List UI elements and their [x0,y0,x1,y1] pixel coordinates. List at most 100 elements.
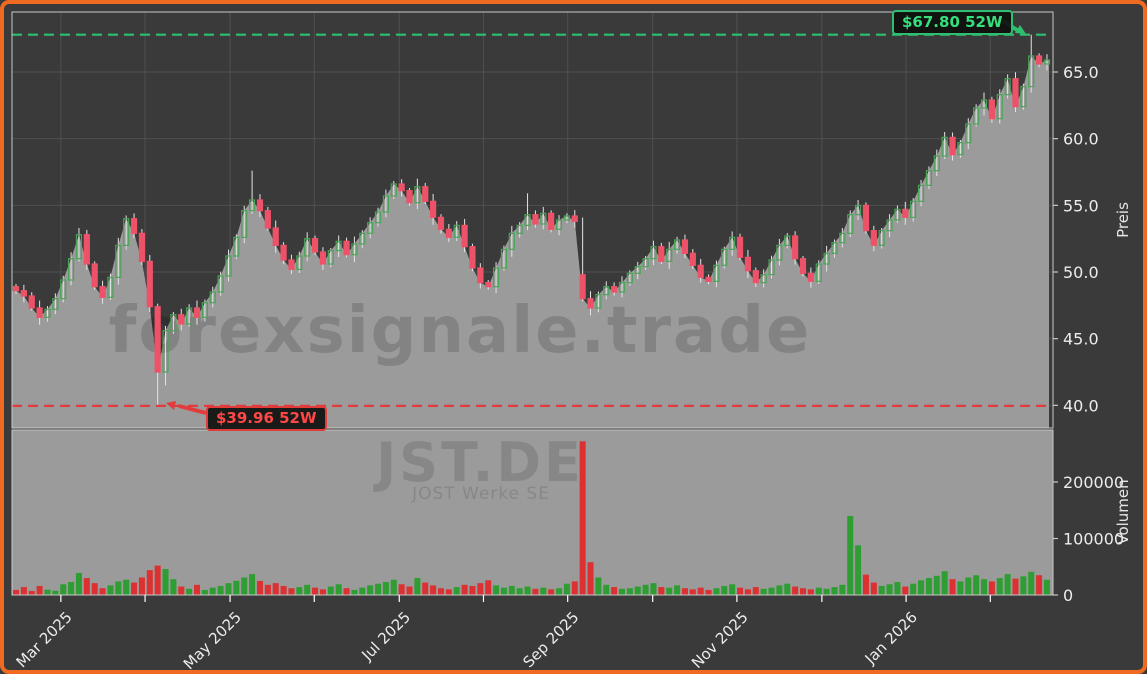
volume-bar [752,587,759,595]
candle-down [12,286,20,292]
candle-up [296,255,303,270]
candle-down [862,204,870,232]
company-watermark: JOST Werke SE [411,484,550,504]
volume-bar [957,581,964,595]
candle-up [351,243,358,256]
volume-bar [918,580,925,595]
ticker-watermark: JST.DE [372,431,584,494]
volume-bar [603,584,610,595]
volume-bar [453,587,460,595]
volume-bar [839,584,846,595]
candle-up [540,212,547,225]
volume-bar [855,545,862,595]
site-watermark: forexsignale.trade [109,294,812,368]
candle-down [264,210,271,229]
candle-down [1012,78,1019,108]
candle-up [60,279,67,300]
candle-up [941,136,948,157]
volume-bar [792,586,799,595]
candle-up [603,286,610,296]
volume-bar [823,588,830,595]
volume-bar [233,580,240,595]
candle-down [799,258,807,274]
candle-down [807,272,814,282]
candle-up [760,274,767,284]
volume-bar [1004,574,1011,595]
volume-bar [194,584,201,595]
volume-bar [60,584,67,595]
candle-up [233,236,240,257]
volume-bar [288,588,295,595]
candle-down [288,259,295,270]
price-tick-label: 60.0 [1063,130,1099,149]
candle-up [508,232,515,250]
volume-bar [201,589,208,595]
candle-down [579,274,586,300]
candle-down [744,256,752,272]
volume-bar [44,589,51,595]
price-tick-label: 55.0 [1063,196,1099,215]
candle-down [988,99,995,120]
volume-bar [847,515,854,595]
volume-bar [642,584,649,595]
volume-bar [327,586,334,595]
volume-bar [304,584,311,595]
volume-bar [123,579,130,595]
volume-bar [445,589,452,595]
candle-up [1028,55,1035,88]
high-low-lines [12,19,1050,415]
volume-bar [68,582,75,595]
volume-bar [697,587,704,595]
candle-up [996,94,1003,120]
volume-bar [20,587,27,595]
volume-bar [138,577,145,595]
price-axis-title: Preis [1114,202,1132,238]
volume-bar [99,588,106,595]
volume-bar [713,588,720,595]
candle-down [99,286,106,298]
volume-bar [548,589,555,595]
volume-bar [13,589,19,595]
candle-up [524,214,531,226]
candle-up [831,242,838,254]
date-tick-label: Mar 2025 [13,608,76,671]
candle-up [516,224,523,234]
candle-down [36,307,43,318]
candle-down [705,276,712,282]
volume-bar [681,588,688,595]
candle-up [839,232,846,244]
volume-bar [831,587,838,595]
candle-up [170,314,177,332]
candle-up [980,99,988,109]
candle-up [965,123,972,144]
volume-bar [532,588,539,595]
candle-up [563,215,571,221]
candle-up [335,240,342,252]
candle-up [75,234,83,260]
candle-down [681,239,689,254]
candle-up [618,282,626,293]
volume-bar [146,570,153,595]
candle-up [910,200,917,218]
volume-bar [650,583,657,595]
volume-bar [406,586,413,595]
candle-up [917,184,925,202]
candle-up [973,107,980,125]
volume-bar [359,587,366,595]
price-tick-label: 45.0 [1063,330,1099,349]
candle-down [146,260,153,308]
candle-down [422,186,429,202]
candle-up [123,218,130,246]
volume-bar [264,584,271,595]
candle-up [209,291,216,304]
volume-bar [949,579,956,595]
volume-tick-label: 200000 [1063,473,1124,492]
volume-bar [75,572,82,595]
volume-bar [996,578,1003,595]
volume-bar [91,583,98,595]
volume-bar [862,574,869,595]
low-52w-label: $39.96 52W [206,406,327,431]
candle-down [83,234,90,265]
volume-bar [398,584,405,595]
volume-bar [737,587,744,595]
